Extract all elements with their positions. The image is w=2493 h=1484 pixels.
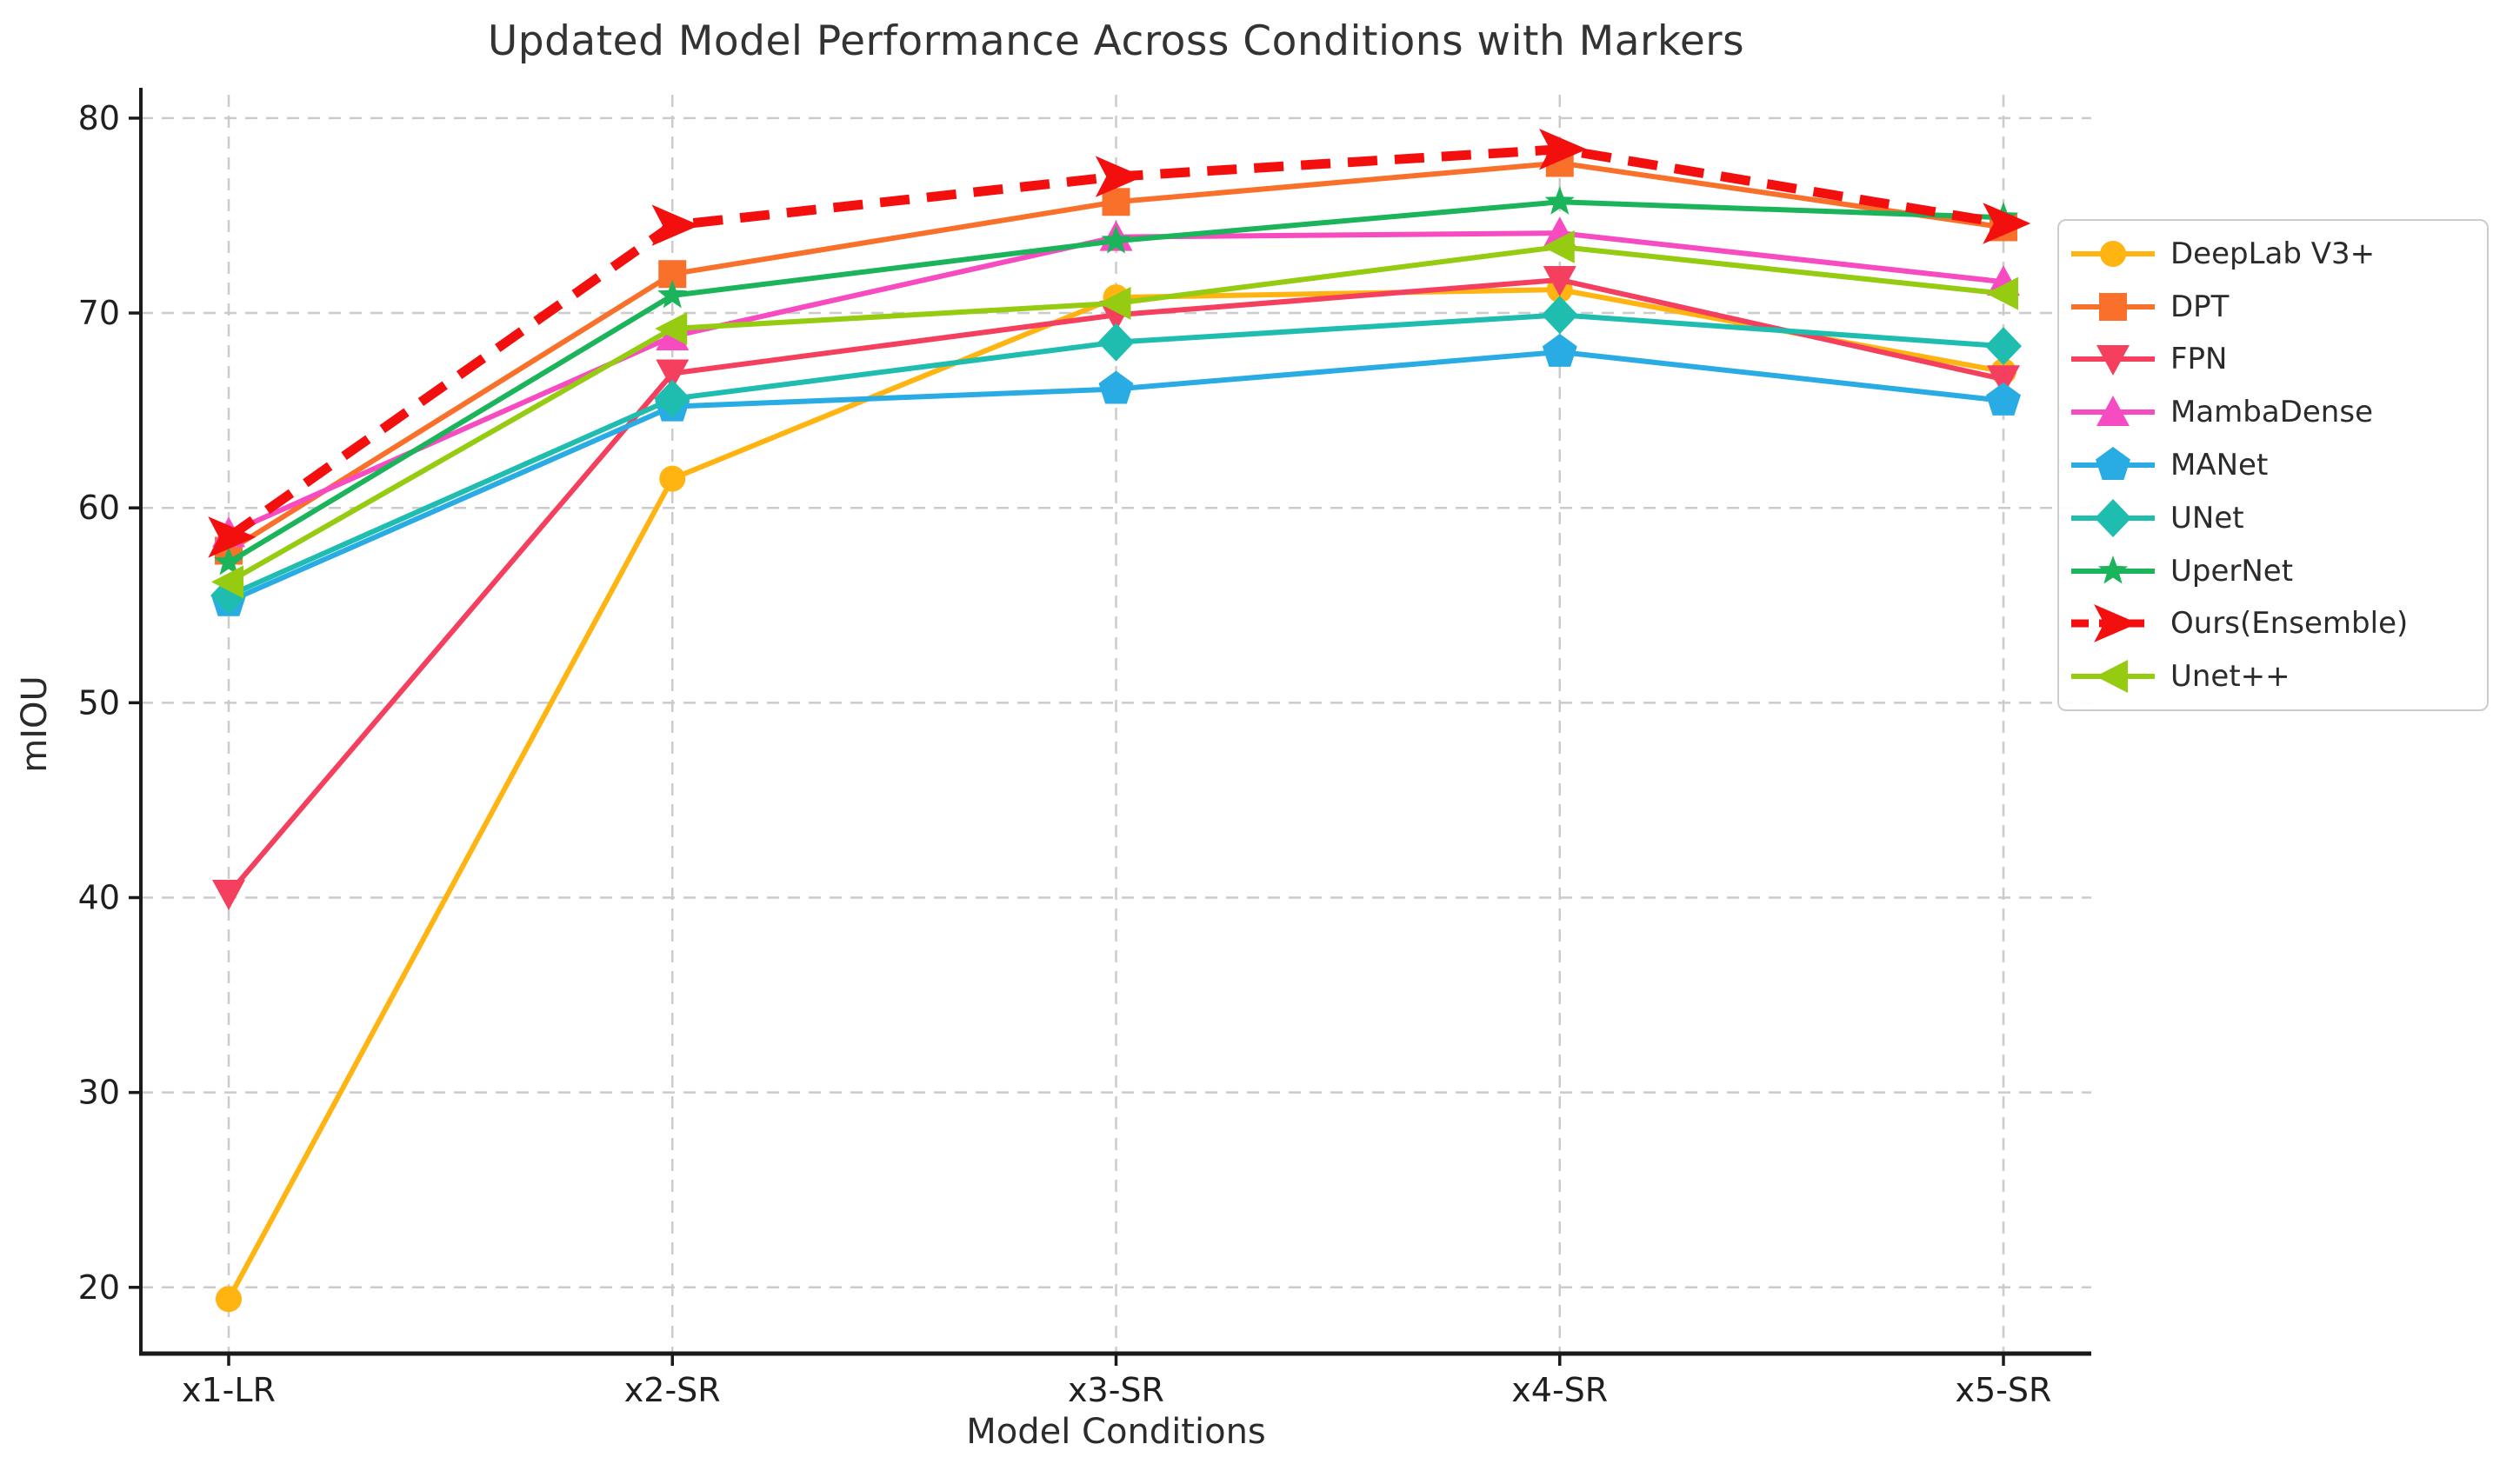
legend-label-manet: MANet [2170, 447, 2269, 482]
triangle-down-marker [1543, 265, 1576, 296]
legend-marker-arrow-right-icon [2071, 604, 2155, 643]
x-tick-label: x1-LR [182, 1371, 276, 1409]
y-tick-label: 20 [78, 1268, 120, 1307]
x-tick-label: x3-SR [1068, 1371, 1164, 1409]
triangle-left-marker [655, 311, 688, 345]
y-tick-label: 60 [78, 489, 120, 527]
pentagon-marker [2096, 446, 2130, 480]
triangle-left-marker [1986, 276, 2018, 310]
arrow-right-marker [1983, 203, 2031, 244]
chart-title: Updated Model Performance Across Conditi… [487, 17, 1745, 65]
legend-item-manet: MANet [2068, 440, 2478, 490]
x-tick-label: x2-SR [624, 1371, 721, 1409]
circle-marker [216, 1286, 242, 1313]
diamond-marker [2095, 498, 2131, 537]
x-axis-label: Model Conditions [966, 1412, 1266, 1452]
star-marker [2097, 555, 2129, 584]
diamond-marker [1097, 323, 1135, 362]
legend-item-unet: UNet [2068, 493, 2478, 543]
triangle-down-marker [212, 880, 245, 911]
triangle-left-marker [1542, 230, 1575, 263]
y-tick-label: 80 [78, 99, 120, 137]
star-marker [213, 546, 244, 576]
legend-label-dpt: DPT [2170, 289, 2230, 324]
arrow-right-marker [1095, 156, 1143, 197]
triangle-down-marker [2096, 345, 2130, 376]
legend-marker-triangle-down-icon [2071, 345, 2155, 376]
y-tick-label: 70 [78, 294, 120, 332]
triangle-down-marker [656, 359, 690, 390]
legend-item-dpt: DPT [2068, 282, 2478, 332]
legend-item-mambadense: MambaDense [2068, 387, 2478, 437]
arrow-right-marker [2094, 604, 2138, 643]
legend-label-unet: UNet [2170, 500, 2244, 536]
series-ours-ensemble- [208, 129, 2031, 558]
legend-label-unet-: Unet++ [2170, 659, 2290, 695]
legend-marker-star-icon [2071, 555, 2155, 584]
y-tick-label: 30 [78, 1074, 120, 1112]
diamond-marker [1985, 327, 2022, 366]
legend-item-upernet: UperNet [2068, 546, 2478, 596]
arrow-right-marker [1539, 129, 1587, 170]
y-tick-label: 40 [78, 878, 120, 916]
triangle-left-marker [1098, 286, 1131, 320]
square-marker [1102, 188, 1130, 216]
star-marker [1544, 186, 1575, 215]
y-axis-label: mIOU [15, 675, 55, 773]
diamond-marker [654, 379, 691, 418]
pentagon-marker [1542, 333, 1577, 367]
legend-marker-square-icon [2071, 292, 2155, 321]
legend-item-ours-ensemble-: Ours(Ensemble) [2068, 598, 2478, 649]
legend-label-mambadense: MambaDense [2170, 395, 2373, 430]
legend-label-ours-ensemble-: Ours(Ensemble) [2170, 606, 2409, 642]
legend-label-upernet: UperNet [2170, 553, 2294, 589]
legend-marker-circle-icon [2071, 240, 2155, 267]
series-unet [210, 296, 2022, 616]
triangle-left-marker [211, 565, 243, 599]
arrow-right-marker [651, 204, 700, 246]
circle-marker [2100, 240, 2126, 267]
x-tick-label: x5-SR [1956, 1371, 2052, 1409]
pentagon-marker [1986, 382, 2021, 416]
legend-item-fpn: FPN [2068, 334, 2478, 384]
x-tick-label: x4-SR [1511, 1371, 1608, 1409]
legend-marker-triangle-left-icon [2071, 660, 2155, 694]
legend: DeepLab V3+ DPT FPN MambaDense MANet UNet Uper… [2057, 219, 2489, 711]
legend-item-deeplab-v3-: DeepLab V3+ [2068, 229, 2478, 279]
legend-marker-pentagon-icon [2071, 446, 2155, 480]
triangle-down-marker [1987, 365, 2020, 396]
square-marker [2099, 292, 2127, 321]
pentagon-marker [1098, 370, 1134, 404]
diamond-marker [1541, 296, 1578, 335]
arrow-right-marker [208, 516, 257, 558]
legend-marker-diamond-icon [2071, 498, 2155, 537]
y-tick-label: 50 [78, 683, 120, 722]
triangle-left-marker [2096, 660, 2128, 694]
triangle-up-marker [2096, 396, 2130, 427]
circle-marker [659, 465, 686, 492]
series-unet- [211, 230, 2018, 599]
legend-label-deeplab-v3-: DeepLab V3+ [2170, 236, 2376, 271]
star-marker [657, 279, 688, 309]
legend-marker-triangle-up-icon [2071, 396, 2155, 427]
legend-item-unet-: Unet++ [2068, 651, 2478, 702]
star-marker [1101, 225, 1131, 254]
legend-label-fpn: FPN [2170, 342, 2228, 377]
